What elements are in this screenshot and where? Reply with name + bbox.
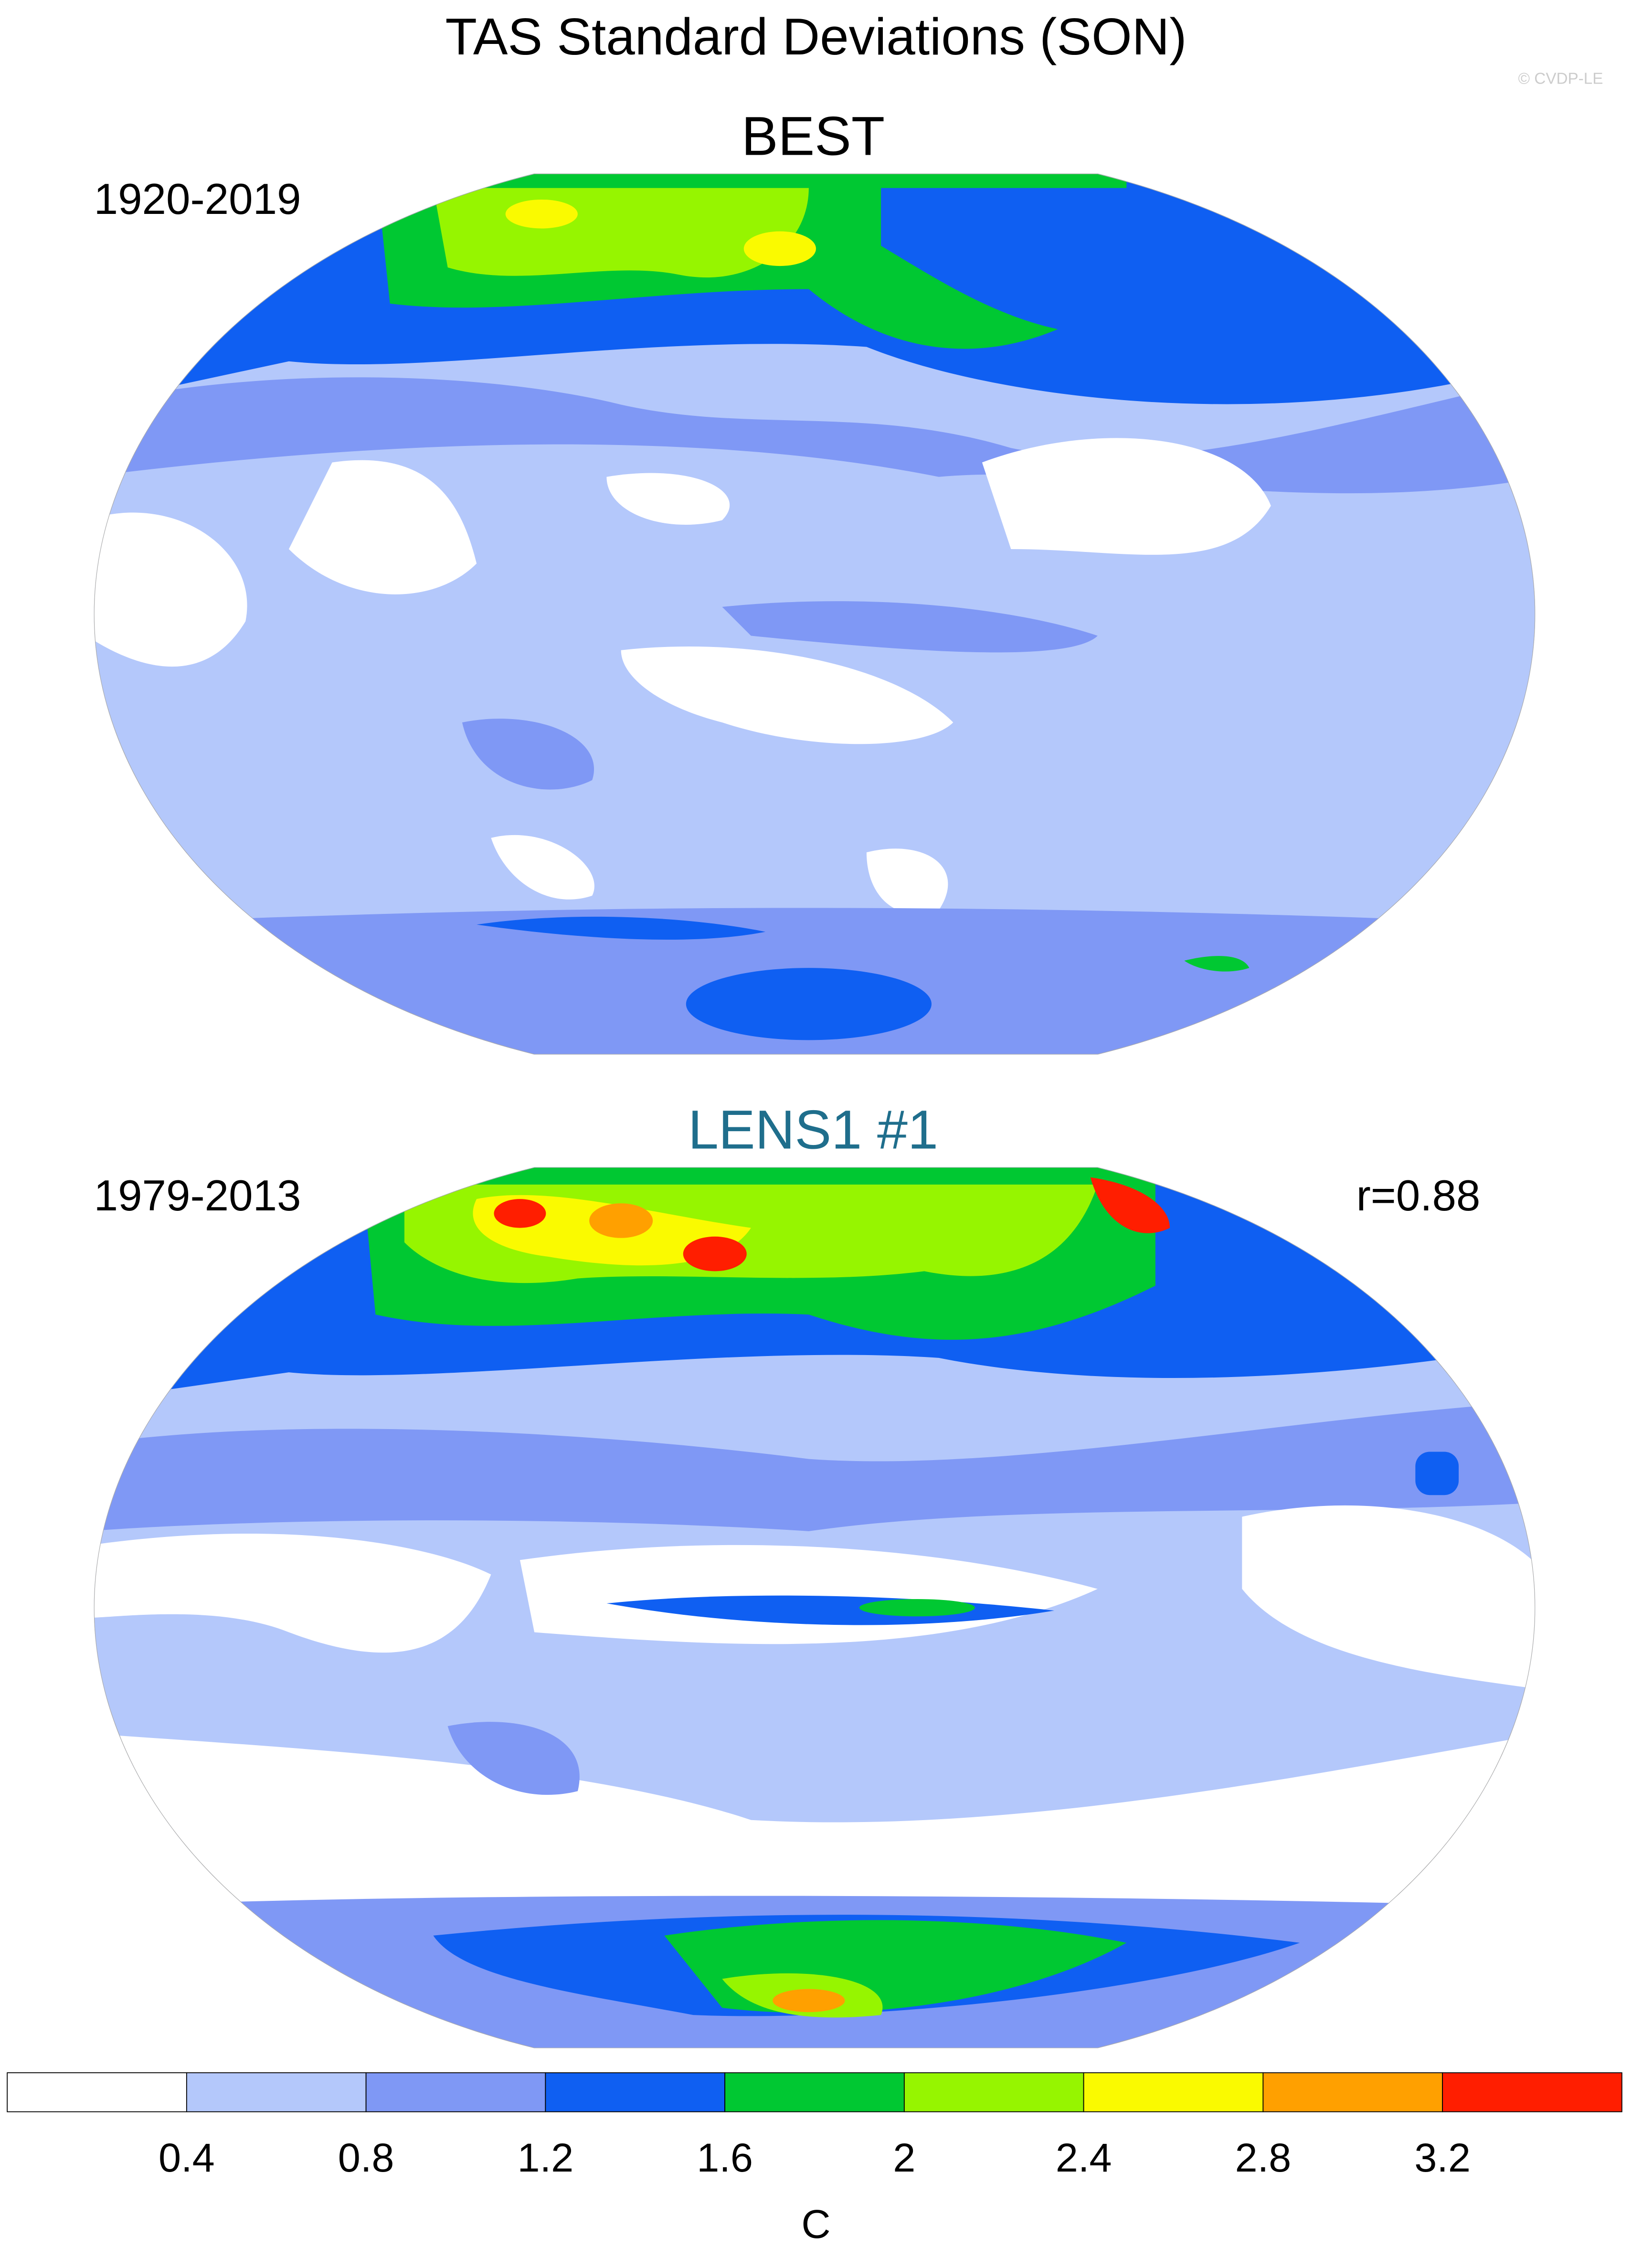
colorbar-box (1083, 2072, 1264, 2112)
colorbar-box (903, 2072, 1084, 2112)
colorbar-tick-label: 2.4 (1056, 2135, 1112, 2180)
panel-correlation: r=0.88 (1356, 1172, 1481, 1220)
panel-period: 1920-2019 (94, 175, 301, 223)
map (94, 1167, 1536, 2048)
panel-period: 1979-2013 (94, 1172, 301, 1220)
panel-title: BEST (742, 106, 885, 167)
colorbar-tick-label: 1.6 (697, 2135, 753, 2180)
colorbar-tick-label: 3.2 (1414, 2135, 1471, 2180)
map (94, 173, 1536, 1055)
colorbar-box (7, 2072, 187, 2112)
watermark: © CVDP-LE (1518, 70, 1603, 88)
colorbar: 0.4 0.8 1.2 1.6 2 2.4 2.8 3.2 (7, 2072, 1622, 2180)
colorbar-label: C (801, 2201, 830, 2247)
colorbar-tick-label: 0.4 (159, 2135, 215, 2180)
colorbar-box (545, 2072, 726, 2112)
colorbar-box (186, 2072, 367, 2112)
colorbar-box (724, 2072, 905, 2112)
colorbar-tick-label: 1.2 (517, 2135, 573, 2180)
colorbar-box (365, 2072, 546, 2112)
panel-title: LENS1 #1 (688, 1099, 938, 1160)
colorbar-tick-label: 2 (893, 2135, 915, 2180)
colorbar-tick-label: 2.8 (1235, 2135, 1291, 2180)
colorbar-box (1442, 2072, 1622, 2112)
colorbar-box (1262, 2072, 1443, 2112)
figure-title: TAS Standard Deviations (SON) (445, 8, 1187, 66)
colorbar-tick-label: 0.8 (338, 2135, 394, 2180)
